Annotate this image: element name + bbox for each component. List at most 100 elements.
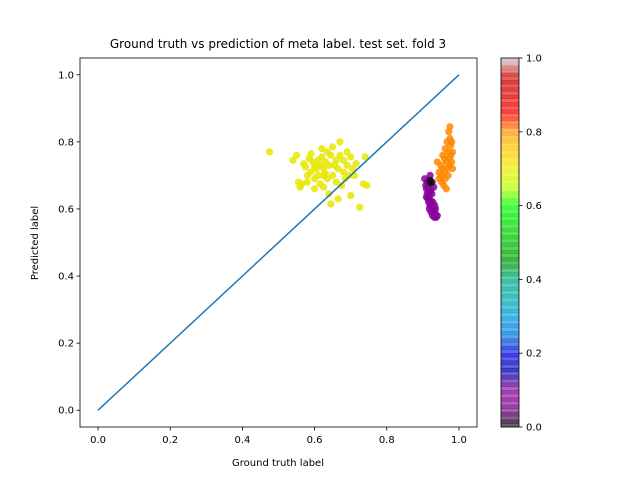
colorbar-band (501, 246, 519, 251)
scatter-point (442, 185, 450, 193)
colorbar-band (501, 419, 519, 424)
y-axis: 0.0 0.2 0.4 0.6 0.8 1.0 (58, 70, 80, 417)
colorbar-band (501, 408, 519, 413)
x-tick-label: 0.4 (234, 435, 250, 446)
colorbar-axis: 0.0 0.2 0.4 0.6 0.8 1.0 (519, 54, 542, 434)
scatter-point (431, 205, 440, 213)
colorbar-band (501, 150, 519, 155)
colorbar-band (501, 165, 519, 170)
scatter-point (332, 156, 340, 164)
colorbar-band (501, 135, 519, 140)
colorbar-band (501, 294, 519, 299)
colorbar-band (501, 117, 519, 122)
colorbar-band (501, 179, 519, 184)
scatter-point (448, 138, 456, 146)
y-tick-label: 1.0 (58, 70, 74, 81)
colorbar-band (501, 272, 519, 277)
colorbar-band (501, 353, 519, 358)
colorbar-band (501, 209, 519, 214)
colorbar-band (501, 264, 519, 269)
scatter-point (329, 171, 337, 180)
colorbar-frame (500, 57, 520, 428)
colorbar-band (501, 349, 519, 354)
colorbar-band (501, 94, 519, 99)
y-tick-label: 0.0 (58, 406, 74, 417)
scatter-point (343, 148, 351, 156)
colorbar-band (501, 275, 519, 280)
x-tick-label: 0.6 (307, 435, 323, 446)
scatter-point (426, 171, 434, 180)
colorbar-band (501, 131, 519, 136)
colorbar-tick-label: 0.8 (526, 127, 542, 138)
scatter-point (339, 168, 348, 176)
colorbar-band (501, 212, 519, 218)
colorbar-band (501, 120, 519, 125)
colorbar-band (501, 327, 519, 332)
scatter-point (334, 195, 342, 203)
colorbar-band (501, 364, 519, 369)
scatter-point (356, 203, 364, 211)
colorbar-band (501, 286, 519, 291)
colorbar-band (501, 231, 519, 236)
scatter-point (320, 183, 328, 191)
scatter-point (347, 191, 355, 200)
colorbar-band (501, 356, 519, 361)
colorbar-band (501, 323, 519, 328)
colorbar-band (501, 279, 519, 284)
colorbar-band (501, 404, 519, 409)
colorbar-band (501, 139, 519, 144)
colorbar-band (501, 319, 519, 325)
scatter-point (446, 123, 454, 131)
colorbar-tick-label: 0.4 (526, 275, 542, 286)
scatter-point (352, 160, 360, 168)
colorbar-band (501, 334, 519, 339)
colorbar-band (501, 105, 519, 111)
x-tick-label: 1.0 (451, 435, 467, 446)
scatter-point (314, 171, 322, 180)
colorbar-band (501, 194, 519, 199)
reference-line (97, 74, 460, 411)
scatter-point (265, 148, 274, 156)
scatter-point (327, 200, 335, 208)
scatter-point (303, 178, 311, 186)
colorbar-band (501, 235, 519, 240)
colorbar-band (501, 72, 519, 77)
colorbar-band (501, 360, 519, 365)
colorbar-band (501, 268, 519, 273)
colorbar-band (501, 205, 519, 210)
colorbar-band (501, 308, 519, 314)
colorbar-band (501, 76, 519, 81)
scatter-point (448, 148, 457, 156)
colorbar-band (501, 176, 519, 181)
colorbar-band (501, 168, 519, 173)
colorbar-band (501, 375, 519, 380)
scatter-point (348, 165, 357, 173)
scatter-point (298, 180, 306, 188)
scatter-point (336, 138, 344, 146)
scatter-point (292, 151, 301, 159)
x-tick-label: 0.2 (162, 435, 178, 446)
colorbar-band (501, 393, 519, 398)
colorbar-band (501, 61, 519, 66)
colorbar-band (501, 157, 519, 162)
scatter-point (336, 151, 344, 159)
colorbar-band (501, 412, 519, 417)
y-tick-label: 0.2 (58, 339, 74, 350)
colorbar-band (501, 80, 519, 85)
scatter-point (289, 156, 297, 164)
scatter-point (427, 179, 435, 187)
colorbar-band (501, 187, 519, 192)
scatter-point (329, 143, 337, 151)
x-axis-label: Ground truth label (232, 458, 324, 469)
colorbar-band (501, 397, 519, 402)
colorbar-tick-label: 1.0 (526, 54, 542, 65)
scatter-point (338, 181, 346, 190)
y-tick-label: 0.8 (58, 137, 74, 148)
colorbar-band (501, 386, 519, 391)
colorbar-band (501, 390, 519, 395)
colorbar-band (501, 371, 519, 376)
colorbar-band (501, 382, 519, 387)
colorbar-band (501, 146, 519, 151)
